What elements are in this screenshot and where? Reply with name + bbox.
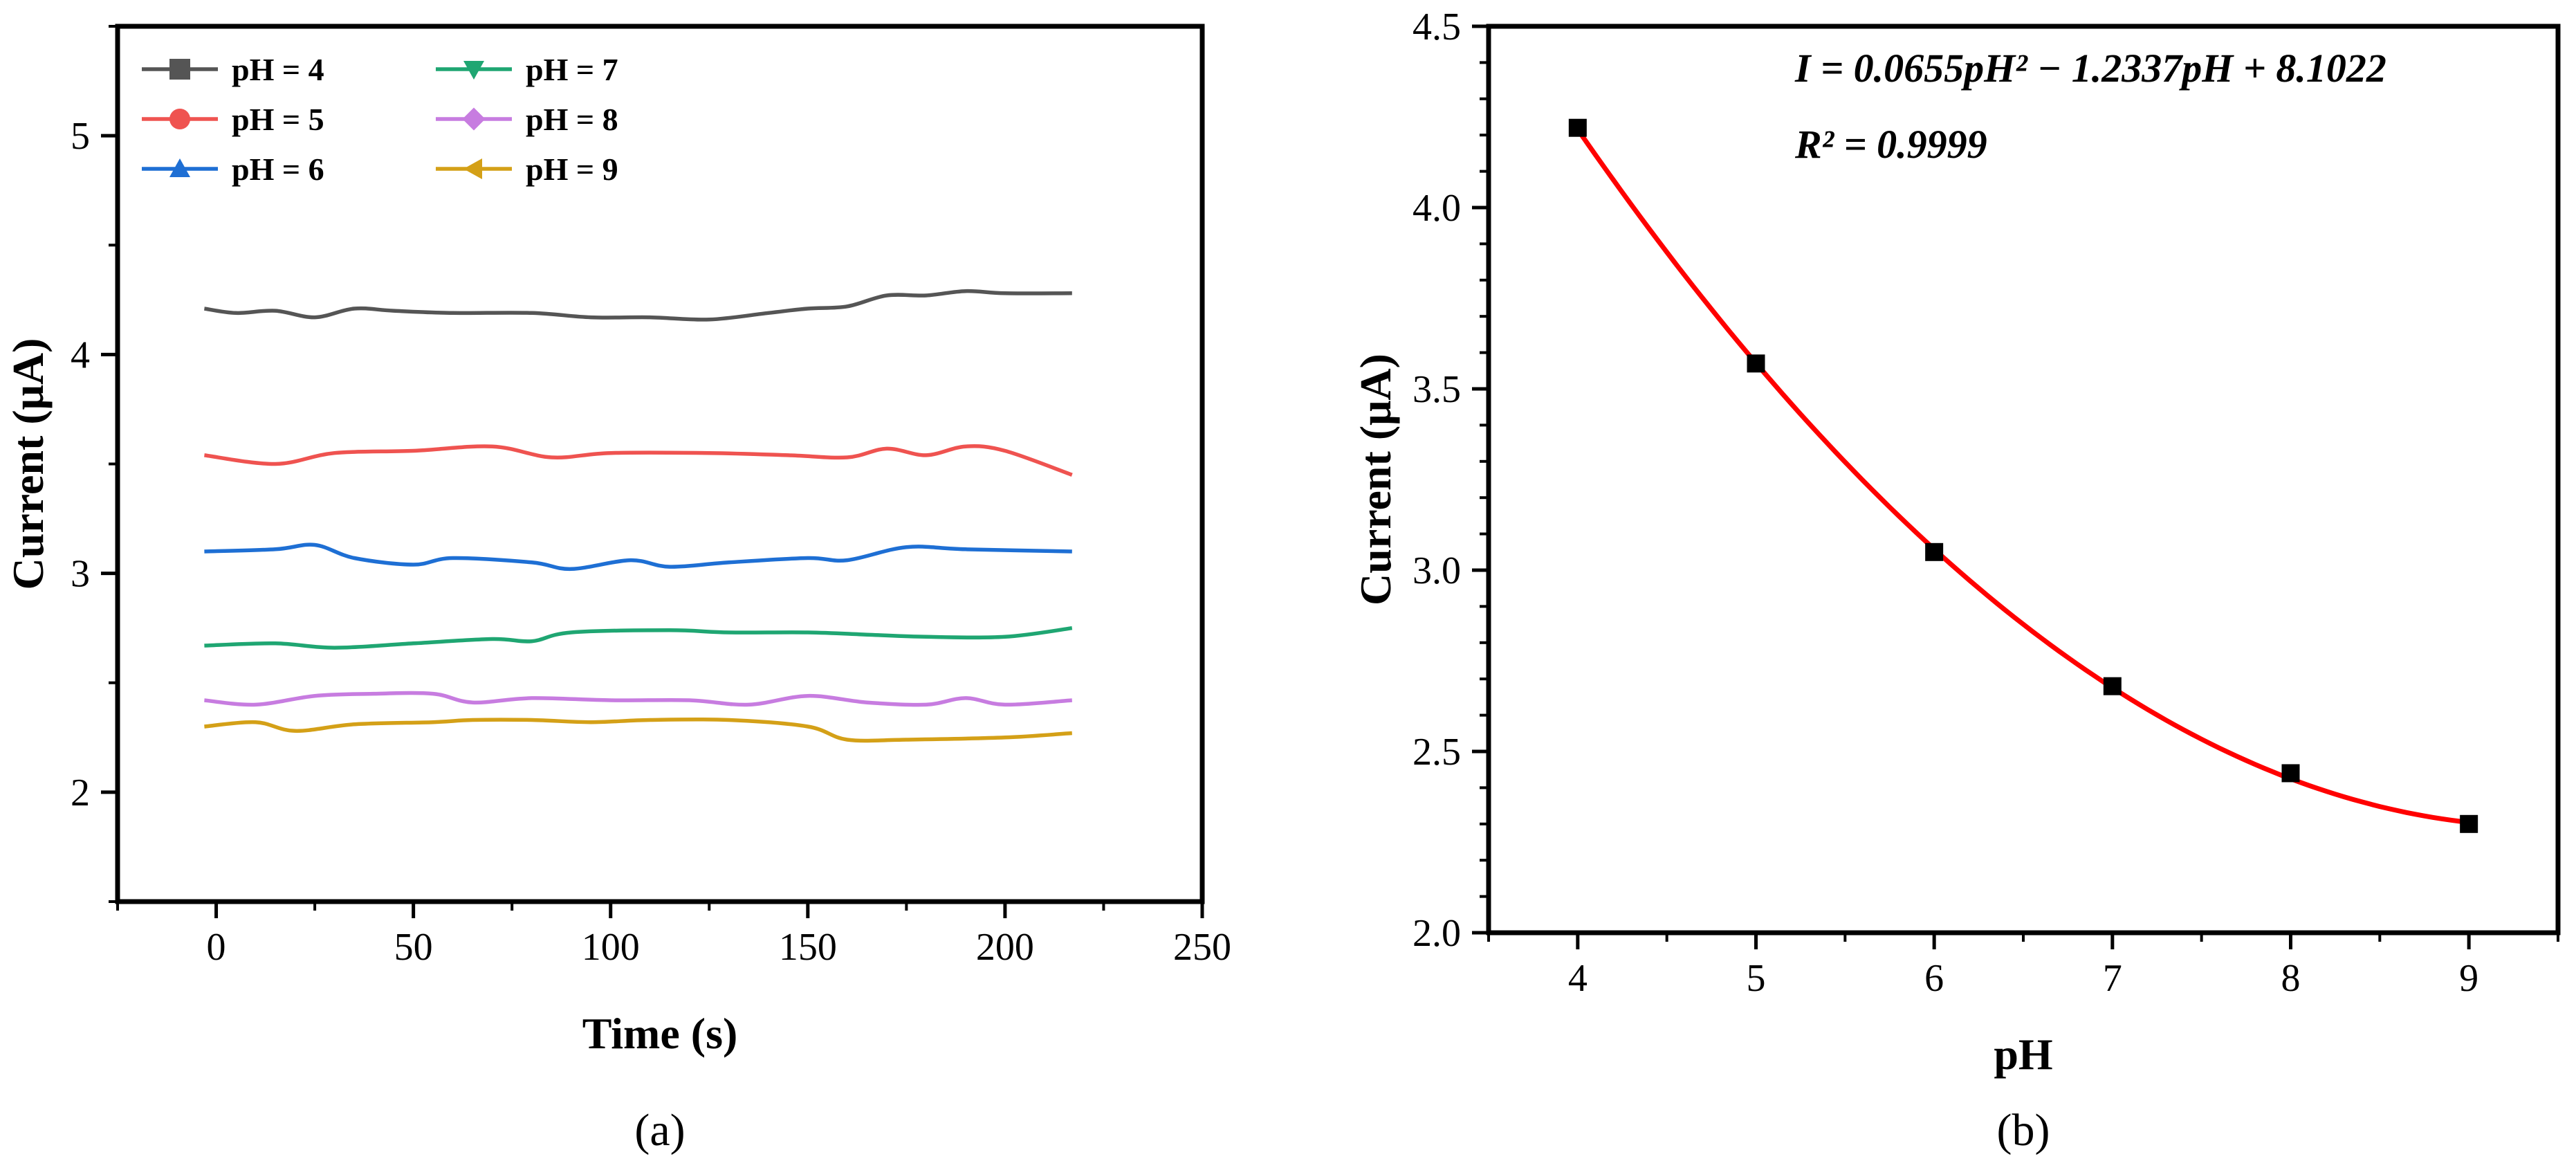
- panel-b-y-tick-label: 3.5: [1413, 368, 1461, 411]
- panel-b-plot-area: [1568, 118, 2478, 833]
- r-squared-label: R² = 0.9999: [1794, 122, 1987, 167]
- fit-equation-label: I = 0.0655pH² − 1.2337pH + 8.1022: [1794, 46, 2386, 91]
- legend-marker-ph-7: [463, 61, 484, 80]
- series-line-ph-4: [203, 289, 1072, 322]
- legend-label-ph-8: pH = 8: [526, 102, 618, 137]
- panel-a-y-tick-label: 2: [71, 772, 90, 814]
- panel-b-chart: 4 5 6 7 8 9 2.0 2.5 3.0 3.5 4.0 4.5 I = 0.0655pH² −…: [1351, 6, 2561, 1156]
- data-point: [1747, 354, 1765, 373]
- data-point: [1568, 118, 1587, 137]
- panel-a-x-tick-label: 0: [207, 926, 226, 969]
- panel-a-x-tick-label: 150: [779, 926, 837, 969]
- panel-a-x-tick-label: 250: [1173, 926, 1231, 969]
- legend-label-ph-5: pH = 5: [232, 102, 324, 137]
- panel-b-x-tick-label: 6: [1924, 957, 1944, 1000]
- panel-b-ticks: 4 5 6 7 8 9 2.0 2.5 3.0 3.5 4.0 4.5: [1413, 6, 2559, 1000]
- series-line-ph-7: [204, 626, 1073, 650]
- panel-a-y-tick-label: 3: [71, 553, 90, 596]
- panel-b-y-tick-label: 4.0: [1413, 187, 1461, 230]
- series-line-ph-6: [204, 542, 1072, 572]
- panel-b-y-axis-label: Current (μA): [1351, 354, 1400, 605]
- panel-b-x-axis-label: pH: [1994, 1030, 2052, 1079]
- series-line-ph-9: [204, 717, 1072, 743]
- legend-label-ph-4: pH = 4: [232, 52, 324, 87]
- panel-b-x-tick-label: 8: [2281, 957, 2301, 1000]
- panel-a-y-axis-label: Current (μA): [3, 338, 53, 590]
- panel-a-y-tick-label: 4: [71, 334, 90, 376]
- series-line-ph-8: [204, 691, 1072, 707]
- panel-a-x-tick-label: 200: [976, 926, 1034, 969]
- panel-b-caption: (b): [1997, 1105, 2050, 1156]
- panel-a-legend: pH = 4 pH = 5 pH = 6 pH = 7 pH = 8 pH = 9: [142, 52, 618, 187]
- panel-a-x-axis-label: Time (s): [582, 1009, 738, 1058]
- legend-label-ph-9: pH = 9: [526, 152, 618, 187]
- panel-b-x-tick-label: 4: [1568, 957, 1588, 1000]
- data-point: [2281, 764, 2300, 783]
- legend-marker-ph-5: [169, 109, 190, 129]
- data-point: [2460, 814, 2478, 833]
- legend-label-ph-6: pH = 6: [232, 152, 324, 187]
- legend-marker-ph-6: [169, 158, 190, 177]
- panel-a-ticks: 0 50 100 150 200 250 2 3 4 5: [71, 25, 1231, 969]
- data-point: [2103, 677, 2122, 695]
- panel-b-y-tick-label: 3.0: [1413, 549, 1461, 592]
- panel-a-caption: (a): [634, 1105, 685, 1156]
- panel-a-y-tick-label: 5: [71, 115, 90, 158]
- legend-marker-ph-9: [463, 158, 482, 179]
- panel-b-y-tick-label: 2.0: [1413, 912, 1461, 955]
- panel-a-x-tick-label: 50: [394, 926, 433, 969]
- legend-marker-ph-4: [169, 59, 190, 80]
- panel-b-x-tick-label: 5: [1747, 957, 1766, 1000]
- panel-a-x-tick-label: 100: [582, 926, 640, 969]
- panel-b-y-tick-label: 4.5: [1413, 6, 1461, 48]
- legend-marker-ph-8: [462, 107, 486, 131]
- fit-curve: [1575, 128, 2469, 825]
- panel-a-plot-area: [203, 289, 1073, 743]
- panel-b-x-tick-label: 9: [2459, 957, 2478, 1000]
- data-point: [1925, 542, 1944, 561]
- panel-b-x-tick-label: 7: [2103, 957, 2122, 1000]
- series-line-ph-5: [204, 444, 1073, 477]
- panel-b-y-tick-label: 2.5: [1413, 731, 1461, 774]
- legend-label-ph-7: pH = 7: [526, 52, 618, 87]
